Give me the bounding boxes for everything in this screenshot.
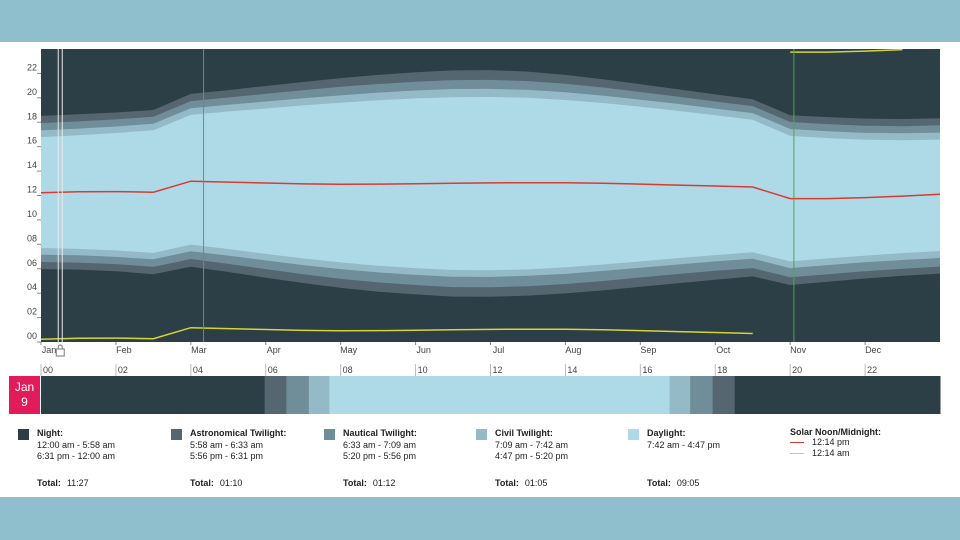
day-bar-segment-astro [264, 376, 287, 414]
nautical-swatch [324, 429, 335, 440]
legend-solar: Solar Noon/Midnight: 12:14 pm 12:14 am [790, 425, 950, 459]
legend-nautical-range-1: 6:33 am - 7:09 am [343, 440, 417, 450]
month-tick-label: Oct [716, 345, 731, 355]
legend-solar-noon: 12:14 pm [812, 437, 850, 447]
legend-civil-total-label: Total: [495, 478, 519, 488]
y-tick-label: 00 [27, 331, 37, 341]
selected-date-badge: Jan 9 [9, 376, 40, 414]
y-tick-label: 04 [27, 282, 37, 292]
top-band [0, 0, 960, 42]
daylight-swatch [628, 429, 639, 440]
month-tick-label: Jul [493, 345, 505, 355]
month-tick-label: Apr [267, 345, 281, 355]
month-tick-label: Jan [42, 345, 57, 355]
y-tick-label: 02 [27, 307, 37, 317]
legend-day-title: Daylight: [647, 427, 686, 438]
hour-tick-label: 04 [193, 365, 203, 375]
month-tick-label: Feb [116, 345, 132, 355]
solar-midnight-line [790, 48, 903, 53]
legend-nautical-title: Nautical Twilight: [343, 427, 417, 438]
y-tick-label: 22 [27, 62, 37, 72]
month-tick-label: Mar [191, 345, 207, 355]
day-bar-segment-nautical [690, 376, 714, 414]
bottom-band [0, 497, 960, 540]
month-tick-label: Nov [790, 345, 807, 355]
legend-day-total: 09:05 [676, 478, 700, 488]
y-tick-label: 08 [27, 233, 37, 243]
day-bar-segment-nautical [286, 376, 310, 414]
legend-astro-total-label: Total: [190, 478, 214, 488]
day-bar-segment-civil [669, 376, 691, 414]
hour-tick-label: 08 [343, 365, 353, 375]
month-tick-label: Dec [865, 345, 882, 355]
y-tick-label: 16 [27, 136, 37, 146]
day-bar-segment-civil [308, 376, 330, 414]
legend-night: Night: 12:00 am - 5:58 am 6:31 pm - 12:0… [18, 425, 168, 488]
hour-tick-label: 00 [43, 365, 53, 375]
hour-tick-label: 02 [118, 365, 128, 375]
month-tick-label: Sep [640, 345, 656, 355]
legend-astronomical: Astronomical Twilight: 5:58 am - 6:33 am… [171, 425, 321, 488]
legend-nautical: Nautical Twilight: 6:33 am - 7:09 am 5:2… [324, 425, 474, 488]
legend-day-range-1: 7:42 am - 4:47 pm [647, 440, 721, 450]
hour-tick-label: 20 [792, 365, 802, 375]
solar-midnight-line [40, 326, 753, 340]
legend-day-total-label: Total: [647, 478, 671, 488]
day-bar-segment-astro [712, 376, 736, 414]
legend-astro-title: Astronomical Twilight: [190, 427, 287, 438]
legend-nautical-range-2: 5:20 pm - 5:56 pm [343, 451, 417, 461]
day-bar-segment-night [734, 376, 941, 414]
hour-tick-label: 10 [418, 365, 428, 375]
legend-civil: Civil Twilight: 7:09 am - 7:42 am 4:47 p… [476, 425, 626, 488]
y-tick-label: 12 [27, 185, 37, 195]
y-tick-label: 06 [27, 258, 37, 268]
civil-swatch [476, 429, 487, 440]
y-tick-label: 10 [27, 209, 37, 219]
legend-night-title: Night: [37, 427, 63, 438]
month-tick-label: Jun [416, 345, 431, 355]
hour-tick-label: 18 [717, 365, 727, 375]
legend-night-range-1: 12:00 am - 5:58 am [37, 440, 116, 450]
legend-civil-total: 01:05 [524, 478, 548, 488]
legend-solar-midnight: 12:14 am [812, 448, 850, 458]
hour-tick-label: 16 [642, 365, 652, 375]
legend-nautical-total-label: Total: [343, 478, 367, 488]
legend-nautical-total: 01:12 [372, 478, 396, 488]
solar-noon-line [40, 180, 941, 200]
y-tick-label: 14 [27, 160, 37, 170]
month-tick-label: Aug [565, 345, 581, 355]
legend-night-range-2: 6:31 pm - 12:00 am [37, 451, 116, 461]
hour-tick-label: 06 [268, 365, 278, 375]
legend-night-total-label: Total: [37, 478, 61, 488]
date-badge-day: 9 [21, 395, 28, 409]
legend-night-total: 11:27 [66, 478, 89, 488]
legend-solar-title: Solar Noon/Midnight: [790, 427, 881, 437]
y-tick-label: 20 [27, 87, 37, 97]
day-bar-segment-night [41, 376, 266, 414]
night-swatch [18, 429, 29, 440]
solar-noon-line-icon [790, 442, 804, 443]
legend-daylight: Daylight: 7:42 am - 4:47 pm Total: 09:05 [628, 425, 778, 488]
hour-tick-label: 22 [867, 365, 877, 375]
legend-astro-total: 01:10 [219, 478, 243, 488]
legend-astro-range-1: 5:58 am - 6:33 am [190, 440, 264, 450]
date-badge-month: Jan [14, 380, 35, 394]
legend-civil-range-2: 4:47 pm - 5:20 pm [495, 451, 569, 461]
hour-tick-label: 14 [567, 365, 577, 375]
day-bar-segment-day [329, 376, 671, 414]
legend-civil-title: Civil Twilight: [495, 427, 553, 438]
solar-midnight-line-icon [790, 453, 804, 454]
legend-civil-range-1: 7:09 am - 7:42 am [495, 440, 569, 450]
legend-astro-range-2: 5:56 pm - 6:31 pm [190, 451, 264, 461]
hour-tick-label: 12 [493, 365, 503, 375]
lock-icon[interactable] [55, 344, 65, 357]
month-tick-label: May [340, 345, 358, 355]
astronomical-swatch [171, 429, 182, 440]
y-tick-label: 18 [27, 111, 37, 121]
